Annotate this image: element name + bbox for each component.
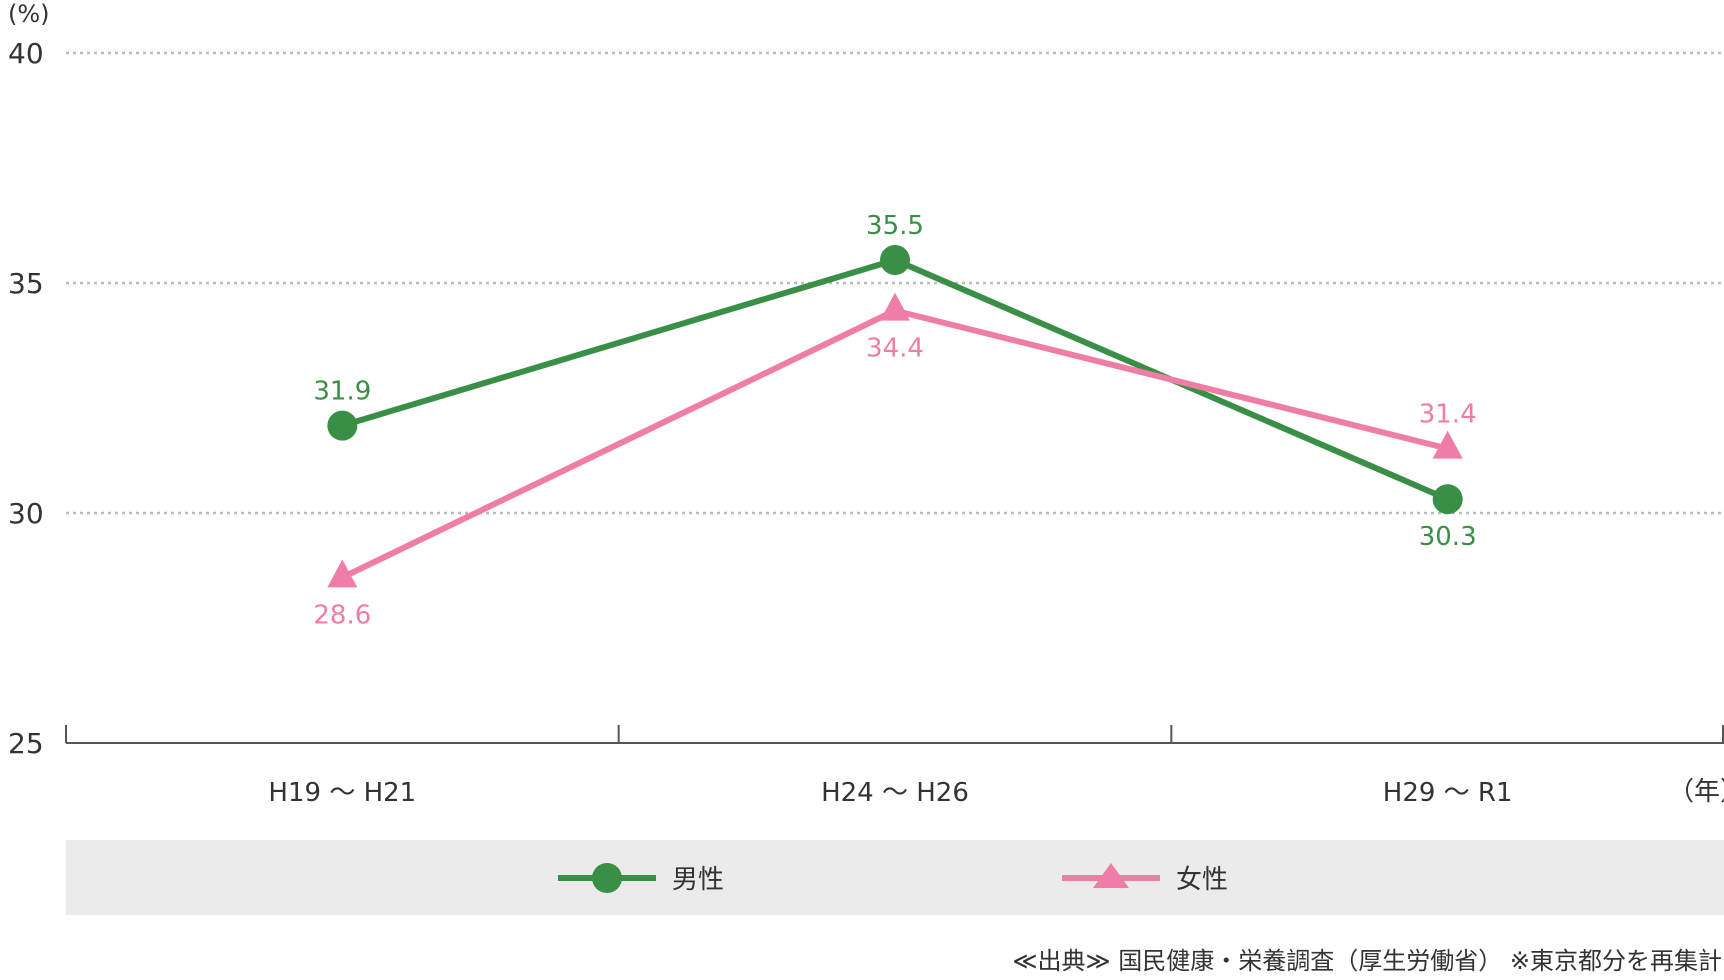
- grid-lines: [66, 51, 1724, 515]
- legend-item-female: 女性: [1062, 840, 1228, 915]
- y-tick-label-25: 25: [8, 727, 44, 760]
- data-label-female: 31.4: [1419, 400, 1477, 430]
- data-label-male: 30.3: [1419, 522, 1477, 552]
- y-tick-label-40: 40: [8, 37, 44, 70]
- data-label-male: 35.5: [866, 211, 924, 241]
- point-female: [1432, 430, 1463, 459]
- legend: 男性 女性: [66, 840, 1724, 915]
- source-note: ≪出典≫ 国民健康・栄養調査（厚生労働省） ※東京都分を再集計: [1012, 947, 1722, 975]
- point-male: [1432, 484, 1463, 515]
- point-female: [880, 292, 910, 321]
- x-tick-labels: H19 ～ H21 H24 ～ H26 H29 ～ R1: [268, 778, 1512, 808]
- data-label-female: 28.6: [313, 600, 371, 630]
- point-male: [327, 410, 358, 441]
- y-axis-unit: (%): [8, 0, 50, 28]
- legend-swatch-male: [558, 862, 656, 893]
- y-tick-labels: 25 30 35 40: [8, 37, 44, 760]
- data-label-female: 34.4: [866, 334, 924, 364]
- x-axis-unit: （年）: [1668, 777, 1724, 807]
- x-tick-label: H19 ～ H21: [268, 778, 416, 808]
- legend-label-male: 男性: [672, 865, 725, 895]
- line-chart: 25 30 35 40 H19 ～ H21 H24 ～ H26 H29 ～ R1 31.9…: [8, 0, 1724, 808]
- y-tick-label-30: 30: [8, 497, 44, 530]
- legend-swatch-female: [1062, 862, 1160, 888]
- x-tick-label: H29 ～ R1: [1383, 778, 1513, 808]
- data-labels: 31.9 35.5 30.3 28.6 34.4 31.4: [313, 211, 1476, 630]
- x-tick-label: H24 ～ H26: [821, 778, 969, 808]
- legend-label-female: 女性: [1176, 865, 1229, 895]
- point-male: [880, 245, 910, 275]
- y-tick-label-35: 35: [8, 267, 44, 300]
- data-label-male: 31.9: [313, 377, 371, 407]
- series-group: [327, 245, 1463, 588]
- legend-item-male: 男性: [558, 840, 724, 915]
- x-axis: [65, 725, 1724, 744]
- point-female: [327, 559, 358, 588]
